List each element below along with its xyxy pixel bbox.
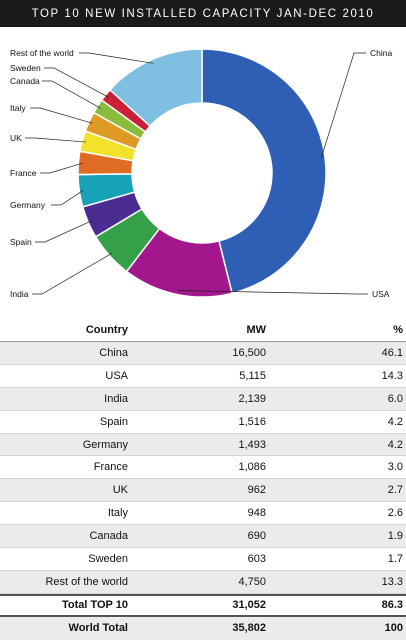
leader-line xyxy=(51,189,84,206)
country-cell: UK xyxy=(112,484,128,497)
leader-line xyxy=(177,290,368,295)
percent-cell: 86.3 xyxy=(381,599,403,612)
country-cell: Canada xyxy=(89,530,128,543)
country-cell: Germany xyxy=(82,438,128,451)
leader-line xyxy=(25,137,87,143)
label-canada: Canada xyxy=(10,76,40,86)
label-sweden: Sweden xyxy=(10,63,41,73)
country-cell: USA xyxy=(105,369,128,382)
country-cell: World Total xyxy=(68,622,128,635)
mw-cell: MW xyxy=(246,323,266,336)
label-india: India xyxy=(10,289,29,299)
label-uk: UK xyxy=(10,133,22,143)
percent-cell: 4.2 xyxy=(387,415,403,428)
percent-cell: 2.7 xyxy=(387,484,403,497)
leader-line xyxy=(35,220,93,243)
mw-cell: 16,500 xyxy=(232,346,266,359)
table-row: India 2,139 6.0 xyxy=(0,387,406,411)
country-cell: Rest of the world xyxy=(45,575,128,588)
label-france: France xyxy=(10,168,37,178)
donut-chart-area: China USA India Spain Germany France UK Italy Ca… xyxy=(0,27,406,317)
percent-cell: % xyxy=(393,323,403,336)
table-row: Spain 1,516 4.2 xyxy=(0,411,406,434)
country-cell: Country xyxy=(85,323,128,336)
label-usa: USA xyxy=(372,289,390,299)
leader-line xyxy=(320,52,366,159)
country-cell: Spain xyxy=(99,415,128,428)
country-cell: Sweden xyxy=(88,552,128,565)
table-row: Canada 690 1.9 xyxy=(0,525,406,549)
slice-rest-of-the-world xyxy=(108,48,203,128)
table-row: USA 5,115 14.3 xyxy=(0,365,406,388)
table-row: China 16,500 46.1 xyxy=(0,342,406,365)
country-cell: India xyxy=(104,392,128,405)
table-row: UK 962 2.7 xyxy=(0,479,406,503)
mw-cell: 948 xyxy=(247,507,266,520)
mw-cell: 2,139 xyxy=(238,392,266,405)
percent-cell: 100 xyxy=(384,622,403,635)
slice-china xyxy=(201,48,327,295)
table-row: Sweden 603 1.7 xyxy=(0,548,406,571)
chart-title-bar: TOP 10 NEW INSTALLED CAPACITY JAN-DEC 20… xyxy=(0,0,406,27)
leader-line xyxy=(44,67,109,98)
table-row: France 1,086 3.0 xyxy=(0,456,406,480)
percent-cell: 13.3 xyxy=(381,575,403,588)
table-row: Italy 948 2.6 xyxy=(0,502,406,526)
percent-cell: 1.7 xyxy=(387,552,403,565)
label-italy: Italy xyxy=(10,103,26,113)
capacity-table: Country MW% China 16,500 46.1 USA 5,115 14.3 Ind… xyxy=(0,318,406,640)
leader-line xyxy=(79,52,154,64)
label-china: China xyxy=(370,48,392,58)
mw-cell: 35,802 xyxy=(232,622,266,635)
table-row: Rest of the world 4,750 13.3 xyxy=(0,570,406,594)
chart-title: TOP 10 NEW INSTALLED CAPACITY JAN-DEC 20… xyxy=(31,7,375,20)
total-row: Total TOP 10 31,052 86.3 xyxy=(0,593,406,617)
mw-cell: 31,052 xyxy=(232,599,266,612)
table-row: Germany 1,493 4.2 xyxy=(0,433,406,457)
percent-cell: 4.2 xyxy=(387,438,403,451)
mw-cell: 603 xyxy=(247,552,266,565)
leader-line xyxy=(30,107,93,124)
percent-cell: 6.0 xyxy=(387,392,403,405)
mw-cell: 1,493 xyxy=(238,438,266,451)
mw-cell: 1,086 xyxy=(238,461,266,474)
percent-cell: 46.1 xyxy=(381,346,403,359)
world-total-row: World Total 35,802 100 xyxy=(0,616,406,640)
leader-line xyxy=(32,252,113,295)
mw-cell: 690 xyxy=(247,530,266,543)
mw-cell: 1,516 xyxy=(238,415,266,428)
percent-cell: 14.3 xyxy=(381,369,403,382)
mw-cell: 5,115 xyxy=(239,369,266,382)
percent-cell: 1.9 xyxy=(387,530,403,543)
country-cell: China xyxy=(99,346,128,359)
mw-cell: 4,750 xyxy=(238,575,266,588)
label-spain: Spain xyxy=(10,237,32,247)
country-cell: France xyxy=(93,461,128,474)
label-rest-of-the-world: Rest of the world xyxy=(10,48,74,58)
country-cell: Total TOP 10 xyxy=(61,599,128,612)
percent-cell: 3.0 xyxy=(387,461,403,474)
percent-cell: 2.6 xyxy=(387,507,403,520)
label-germany: Germany xyxy=(10,200,46,210)
country-cell: Italy xyxy=(107,507,128,520)
donut-chart: China USA India Spain Germany France UK Italy Ca… xyxy=(10,48,392,299)
mw-cell: 962 xyxy=(247,484,266,497)
leader-line xyxy=(40,162,83,174)
leader-line xyxy=(42,80,102,109)
table-header: Country MW% xyxy=(0,318,406,342)
